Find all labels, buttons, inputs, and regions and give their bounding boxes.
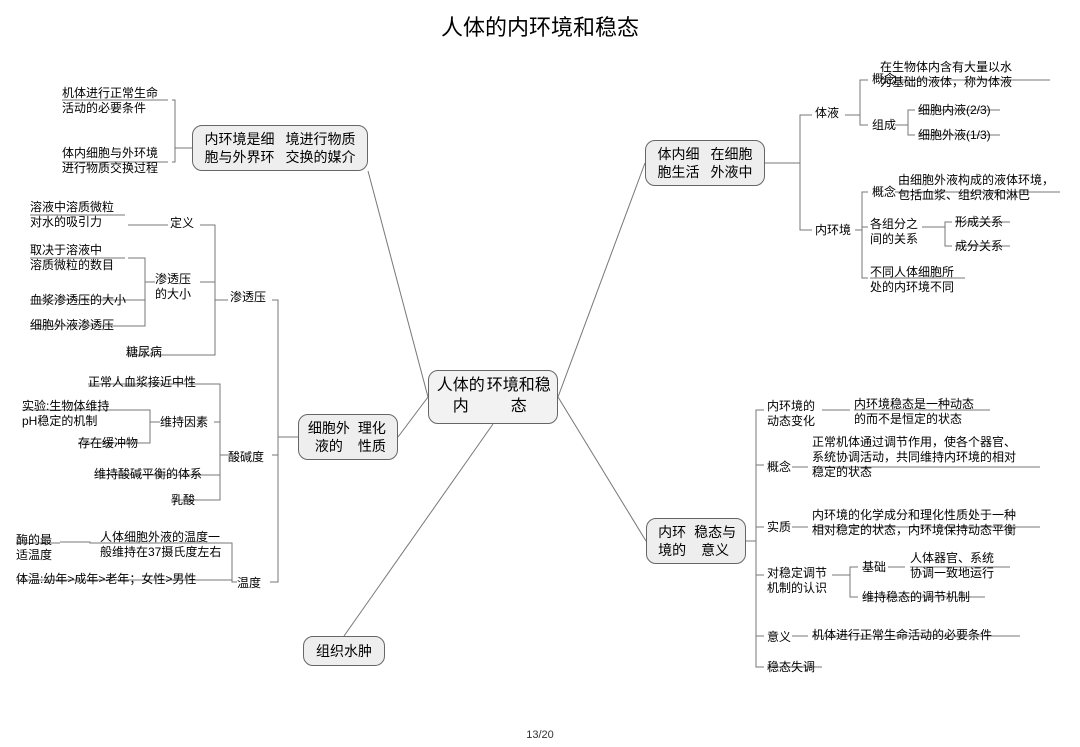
leaf-label: 乳酸 — [171, 493, 195, 508]
leaf-label: 内环境的化学成分和理化性质处于一种 相对稳定的状态，内环境保持动态平衡 — [812, 508, 1016, 538]
leaf-label: 实质 — [767, 520, 791, 535]
leaf-label: 细胞内液(2/3) — [918, 103, 991, 118]
leaf-label: 机体进行正常生命 活动的必要条件 — [62, 86, 158, 116]
leaf-label: 不同人体细胞所 处的内环境不同 — [870, 265, 954, 295]
leaf-label: 血浆渗透压的大小 — [30, 293, 126, 308]
leaf-label: 维持因素 — [160, 415, 208, 430]
leaf-label: 成分关系 — [955, 239, 1003, 254]
leaf-label: 糖尿病 — [126, 345, 162, 360]
branch-node: 内环境是细胞与外界环境进行物质交换的媒介 — [192, 125, 368, 171]
leaf-label: 内环境的 动态变化 — [767, 399, 815, 429]
leaf-label: 组成 — [872, 118, 896, 133]
page-number: 13/20 — [0, 729, 1080, 741]
leaf-label: 概念 — [872, 185, 896, 200]
leaf-label: 形成关系 — [955, 215, 1003, 230]
leaf-label: 意义 — [767, 630, 791, 645]
leaf-label: 存在缓冲物 — [78, 436, 138, 451]
leaf-label: 基础 — [862, 560, 886, 575]
leaf-label: 酸碱度 — [228, 450, 264, 465]
leaf-label: 各组分之 间的关系 — [870, 217, 918, 247]
leaf-label: 正常人血浆接近中性 — [88, 375, 196, 390]
leaf-label: 温度 — [237, 576, 261, 591]
branch-node: 细胞外液的理化性质 — [298, 414, 398, 460]
leaf-label: 体温:幼年>成年>老年；女性>男性 — [16, 572, 196, 587]
branch-node: 体内细胞生活在细胞外液中 — [645, 140, 765, 186]
leaf-label: 渗透压 — [230, 290, 266, 305]
leaf-label: 机体进行正常生命活动的必要条件 — [812, 628, 992, 643]
leaf-label: 维持酸碱平衡的体系 — [94, 467, 202, 482]
leaf-label: 内环境 — [815, 223, 851, 238]
leaf-label: 体内细胞与外环境 进行物质交换过程 — [62, 146, 158, 176]
leaf-label: 实验:生物体维持 pH稳定的机制 — [22, 399, 109, 429]
leaf-label: 酶的最 适温度 — [16, 533, 52, 563]
leaf-label: 人体细胞外液的温度一 般维持在37摄氏度左右 — [100, 530, 221, 560]
leaf-label: 人体器官、系统 协调一致地运行 — [910, 551, 994, 581]
branch-node: 内环境的稳态与意义 — [646, 518, 746, 564]
leaf-label: 对稳定调节 机制的认识 — [767, 566, 827, 596]
page-title: 人体的内环境和稳态 — [0, 10, 1080, 42]
branch-node: 组织水肿 — [303, 636, 385, 666]
leaf-label: 溶液中溶质微粒 对水的吸引力 — [30, 200, 114, 230]
center-node: 人体的内环境和稳态 — [428, 370, 558, 424]
leaf-label: 稳态失调 — [767, 660, 815, 675]
leaf-label: 维持稳态的调节机制 — [862, 590, 970, 605]
leaf-label: 细胞外液渗透压 — [30, 318, 114, 333]
leaf-label: 细胞外液(1/3) — [918, 128, 991, 143]
leaf-label: 概念 — [767, 460, 791, 475]
leaf-label: 正常机体通过调节作用，使各个器官、 系统协调活动，共同维持内环境的相对 稳定的状… — [812, 435, 1016, 480]
leaf-label: 在生物体内含有大量以水 为基础的液体，称为体液 — [880, 60, 1012, 90]
leaf-label: 内环境稳态是一种动态 的而不是恒定的状态 — [854, 397, 974, 427]
leaf-label: 由细胞外液构成的液体环境， 包括血浆、组织液和淋巴 — [898, 173, 1054, 203]
leaf-label: 取决于溶液中 溶质微粒的数目 — [30, 243, 114, 273]
leaf-label: 定义 — [170, 216, 194, 231]
leaf-label: 体液 — [815, 106, 839, 121]
leaf-label: 渗透压 的大小 — [155, 272, 191, 302]
